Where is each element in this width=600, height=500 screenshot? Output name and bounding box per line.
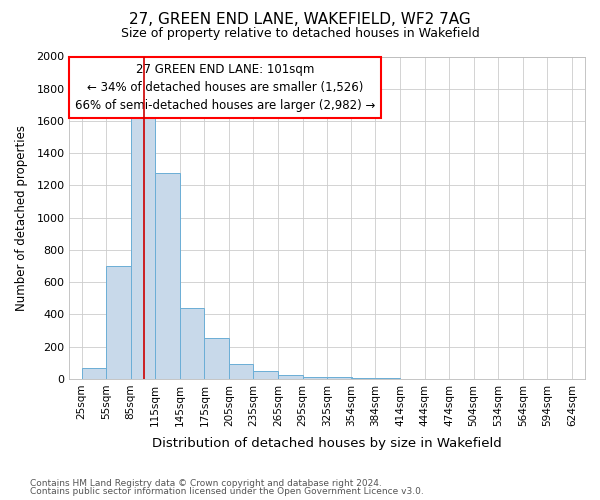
X-axis label: Distribution of detached houses by size in Wakefield: Distribution of detached houses by size … xyxy=(152,437,502,450)
Bar xyxy=(82,368,106,379)
Text: Contains HM Land Registry data © Crown copyright and database right 2024.: Contains HM Land Registry data © Crown c… xyxy=(30,478,382,488)
Bar xyxy=(327,378,352,379)
Bar xyxy=(278,375,302,379)
Bar xyxy=(302,378,327,379)
Bar xyxy=(205,338,229,379)
Bar xyxy=(180,308,205,379)
Y-axis label: Number of detached properties: Number of detached properties xyxy=(15,124,28,310)
Bar xyxy=(106,266,131,379)
Text: 27 GREEN END LANE: 101sqm
← 34% of detached houses are smaller (1,526)
66% of se: 27 GREEN END LANE: 101sqm ← 34% of detac… xyxy=(74,63,375,112)
Bar xyxy=(131,116,155,379)
Bar xyxy=(229,364,253,379)
Text: Size of property relative to detached houses in Wakefield: Size of property relative to detached ho… xyxy=(121,28,479,40)
Bar xyxy=(351,378,376,379)
Text: Contains public sector information licensed under the Open Government Licence v3: Contains public sector information licen… xyxy=(30,487,424,496)
Bar xyxy=(155,172,180,379)
Text: 27, GREEN END LANE, WAKEFIELD, WF2 7AG: 27, GREEN END LANE, WAKEFIELD, WF2 7AG xyxy=(129,12,471,28)
Bar xyxy=(253,371,278,379)
